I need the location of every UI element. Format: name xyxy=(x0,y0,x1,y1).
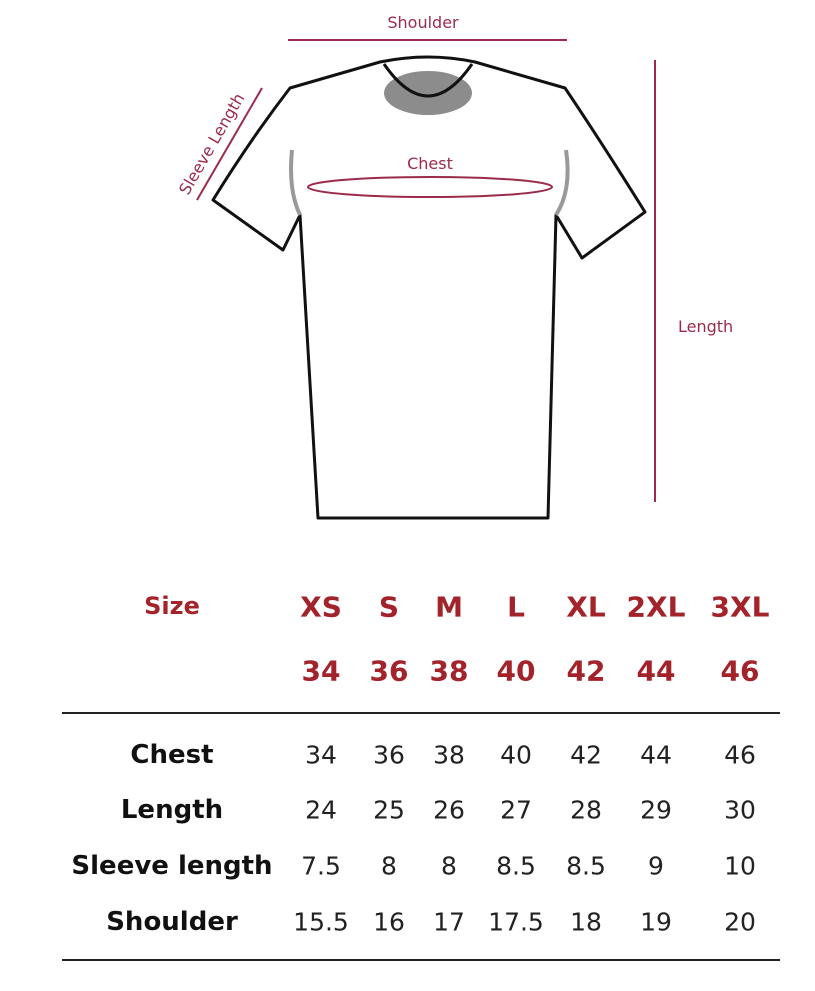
table-cell: 27 xyxy=(500,795,532,825)
sleeve-line xyxy=(196,87,263,201)
size-code: XS xyxy=(300,590,342,624)
table-cell: 17 xyxy=(433,907,465,937)
table-cell: 26 xyxy=(433,795,465,825)
size-code: L xyxy=(507,590,525,624)
size-number: 44 xyxy=(636,654,676,688)
neck-opening xyxy=(384,71,472,115)
size-code: S xyxy=(378,590,400,624)
size-number: 34 xyxy=(301,654,341,688)
table-cell: 30 xyxy=(724,795,756,825)
table-cell: 8.5 xyxy=(566,851,606,881)
table-cell: 38 xyxy=(433,740,465,770)
chest-line xyxy=(307,176,553,198)
table-cell: 28 xyxy=(570,795,602,825)
size-number: 46 xyxy=(720,654,760,688)
table-cell: 7.5 xyxy=(301,851,341,881)
tshirt-outline xyxy=(211,55,647,520)
chest-label: Chest xyxy=(407,154,453,173)
row-label: Sleeve length xyxy=(71,851,273,881)
row-label: Length xyxy=(120,795,224,825)
table-cell: 46 xyxy=(724,740,756,770)
table-cell: 42 xyxy=(570,740,602,770)
divider-top xyxy=(62,712,780,714)
row-label: Shoulder xyxy=(106,907,238,937)
size-label: Size xyxy=(144,592,200,620)
table-cell: 15.5 xyxy=(293,907,349,937)
table-cell: 17.5 xyxy=(488,907,544,937)
table-cell: 25 xyxy=(373,795,405,825)
shoulder-label: Shoulder xyxy=(387,13,459,32)
table-cell: 34 xyxy=(305,740,337,770)
size-number: 38 xyxy=(429,654,469,688)
size-number: 40 xyxy=(496,654,536,688)
table-cell: 16 xyxy=(373,907,405,937)
table-cell: 10 xyxy=(724,851,756,881)
table-cell: 29 xyxy=(640,795,672,825)
table-cell: 44 xyxy=(640,740,672,770)
table-cell: 40 xyxy=(500,740,532,770)
table-cell: 8 xyxy=(441,851,457,881)
size-code: 3XL xyxy=(710,590,770,624)
size-code: XL xyxy=(566,590,606,624)
table-cell: 8 xyxy=(381,851,397,881)
size-code: 2XL xyxy=(626,590,686,624)
length-label: Length xyxy=(678,317,733,336)
table-cell: 9 xyxy=(648,851,664,881)
tshirt-diagram: Shoulder Sleeve Length Chest Length xyxy=(175,13,733,520)
table-cell: 20 xyxy=(724,907,756,937)
table-cell: 19 xyxy=(640,907,672,937)
table-cell: 8.5 xyxy=(496,851,536,881)
divider-bottom xyxy=(62,959,780,961)
size-number: 42 xyxy=(566,654,606,688)
table-cell: 36 xyxy=(373,740,405,770)
table-cell: 24 xyxy=(305,795,337,825)
size-number: 36 xyxy=(369,654,409,688)
row-label: Chest xyxy=(130,740,214,770)
table-cell: 18 xyxy=(570,907,602,937)
size-code: M xyxy=(435,590,463,624)
